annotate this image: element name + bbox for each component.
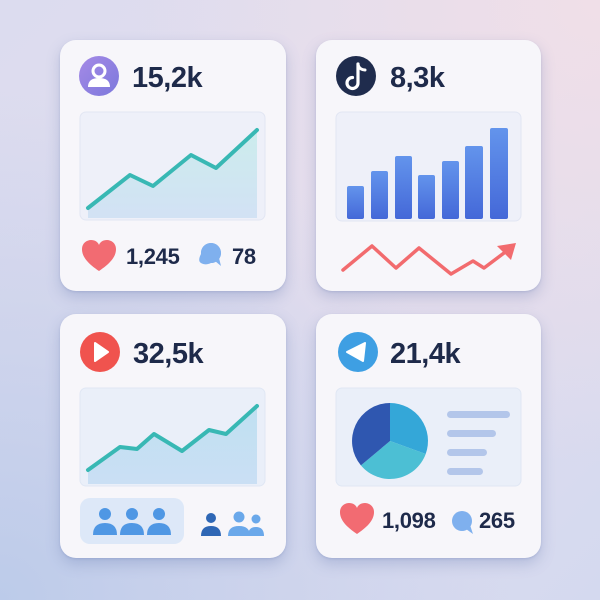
telegram-icon — [338, 332, 378, 372]
heart-icon — [340, 503, 374, 534]
follower-count: 15,2k — [132, 62, 203, 94]
pie-legend-placeholders — [447, 411, 510, 475]
card-youtube-subscribers[interactable]: 32,5k — [60, 314, 286, 558]
members-count: 21,4k — [390, 338, 461, 370]
youtube-play-icon — [80, 332, 120, 372]
card-tiktok-views[interactable]: 8,3k — [316, 40, 541, 291]
likes-count: 1,098 — [382, 508, 436, 533]
audience-users-icon — [201, 511, 264, 536]
views-bar-chart — [335, 111, 522, 222]
trend-up-arrow-icon — [341, 243, 516, 276]
subscribers-area-chart — [79, 387, 266, 487]
followers-area-chart — [79, 111, 266, 221]
comment-icon — [452, 511, 473, 534]
views-count: 8,3k — [390, 62, 445, 94]
tiktok-icon — [336, 56, 376, 96]
card-telegram-graphics — [335, 332, 522, 534]
audience-group-panel — [80, 498, 184, 544]
card-tiktok-graphics — [335, 56, 522, 276]
card-profile-followers[interactable]: 15,2k 1,245 78 — [60, 40, 286, 291]
audience-pie-chart — [335, 387, 522, 487]
card-profile-graphics — [79, 56, 266, 271]
card-telegram-audience[interactable]: 21,4k 1,098 265 — [316, 314, 541, 558]
comments-count: 78 — [232, 244, 256, 269]
heart-icon — [82, 240, 116, 271]
comment-icon — [199, 243, 221, 266]
comments-count: 265 — [479, 508, 515, 533]
likes-count: 1,245 — [126, 244, 180, 269]
user-profile-icon — [79, 56, 119, 96]
card-youtube-graphics — [79, 332, 266, 544]
subscribers-count: 32,5k — [133, 338, 204, 370]
